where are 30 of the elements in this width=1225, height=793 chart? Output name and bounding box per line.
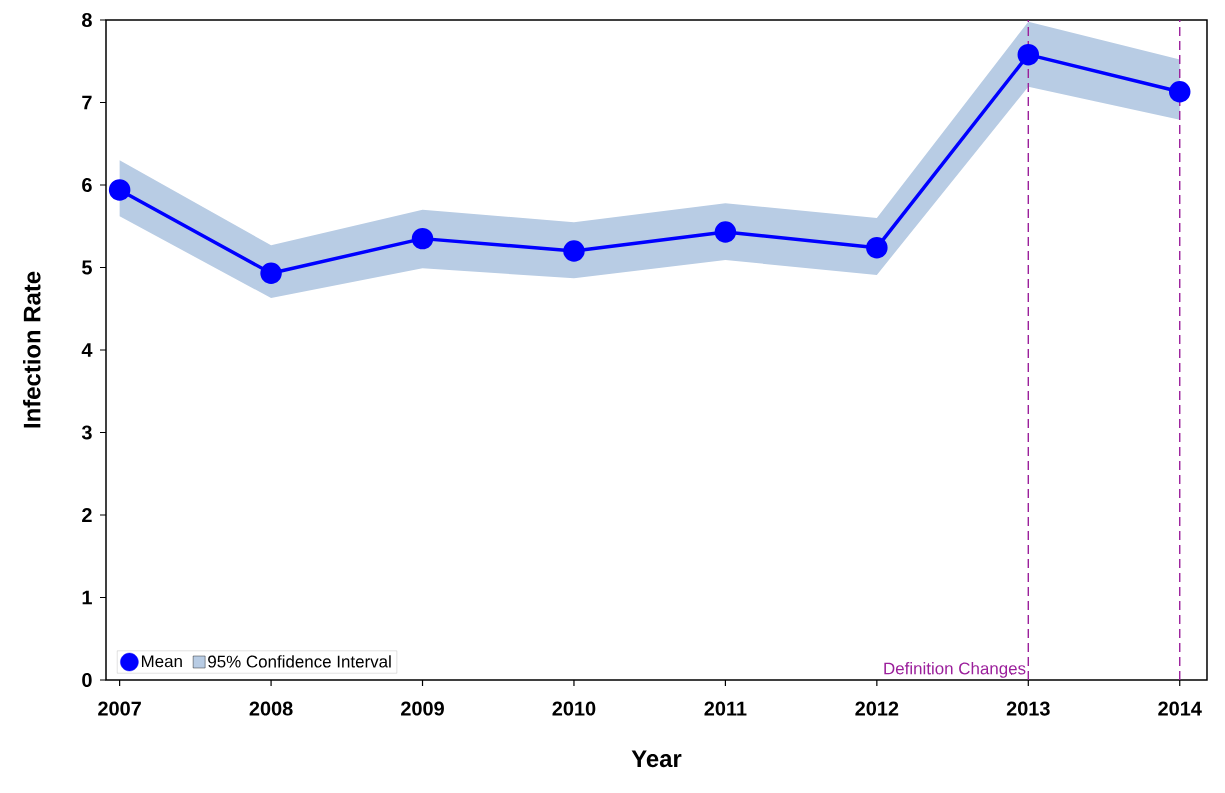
x-tick-label: 2014 xyxy=(1158,701,1202,716)
x-tick-label: 2008 xyxy=(249,701,293,716)
point xyxy=(714,221,737,243)
y-tick-label: 8 xyxy=(82,12,92,28)
x-tick-label: 2011 xyxy=(704,701,747,716)
y-tick-label: 0 xyxy=(82,672,92,688)
x-tick-label: 2013 xyxy=(1006,701,1050,716)
y-tick-label: 5 xyxy=(82,260,92,275)
x-axis-title: Year xyxy=(631,750,682,768)
y-tick-label: 1 xyxy=(82,590,92,605)
y-tick-label: 4 xyxy=(81,343,93,357)
point xyxy=(1168,81,1191,103)
point xyxy=(260,262,282,285)
annotation: 95% Confidence Interval xyxy=(208,655,391,668)
y-tick-label: 3 xyxy=(81,425,92,440)
x-tick-label: 2009 xyxy=(401,701,444,716)
ref-line-label: Definition Changes xyxy=(884,662,1026,678)
point xyxy=(411,227,434,250)
x-tick-label: 2007 xyxy=(98,701,141,716)
y-axis-title: Infection Rate xyxy=(23,271,41,428)
y-tick-label: 7 xyxy=(82,95,92,110)
y-tick-label: 6 xyxy=(82,177,92,193)
point xyxy=(563,240,585,262)
x-tick-label: 2012 xyxy=(855,701,899,716)
point xyxy=(866,236,888,259)
y-tick-label: 2 xyxy=(82,508,92,522)
point xyxy=(1017,43,1040,66)
x-tick-label: 2010 xyxy=(552,701,596,716)
legend-label: Mean xyxy=(141,655,182,668)
point xyxy=(108,179,131,201)
